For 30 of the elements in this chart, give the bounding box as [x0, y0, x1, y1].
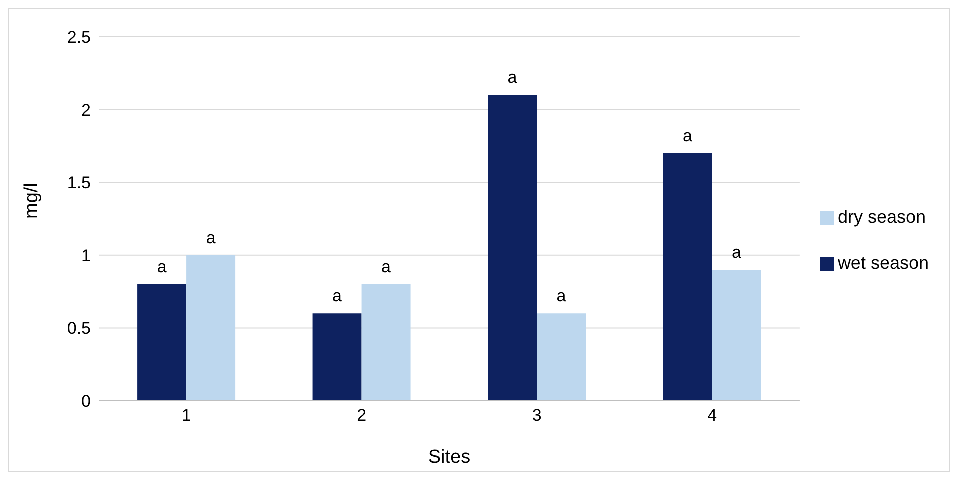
x-tick-label: 3 [532, 406, 542, 426]
legend-label: wet season [838, 253, 929, 273]
bar [663, 153, 712, 401]
y-axis-title: mg/l [22, 183, 43, 219]
data-label: a [382, 258, 392, 277]
bar [488, 95, 538, 401]
bar [312, 314, 362, 401]
y-tick-label: 0 [82, 392, 91, 412]
data-label: a [683, 126, 694, 146]
bar [537, 314, 586, 401]
bar [186, 255, 236, 401]
y-tick-label: 2 [82, 100, 91, 120]
legend-label: dry season [838, 207, 926, 227]
x-tick-label: 4 [708, 406, 718, 426]
bar [362, 284, 411, 401]
data-label: a [508, 68, 518, 88]
bar [712, 270, 762, 401]
x-axis-title: Sites [428, 447, 471, 468]
y-tick-label: 2.5 [67, 28, 91, 48]
y-tick-label: 0.5 [67, 319, 91, 338]
data-label: a [332, 286, 343, 306]
x-tick-label: 1 [182, 406, 192, 426]
data-label: a [732, 242, 742, 262]
data-label: a [157, 258, 168, 277]
y-tick-label: 1.5 [67, 174, 91, 193]
bar [138, 284, 187, 401]
x-tick-label: 2 [357, 406, 367, 426]
data-label: a [206, 228, 216, 248]
y-tick-label: 1 [82, 246, 91, 266]
data-label: a [556, 286, 567, 306]
